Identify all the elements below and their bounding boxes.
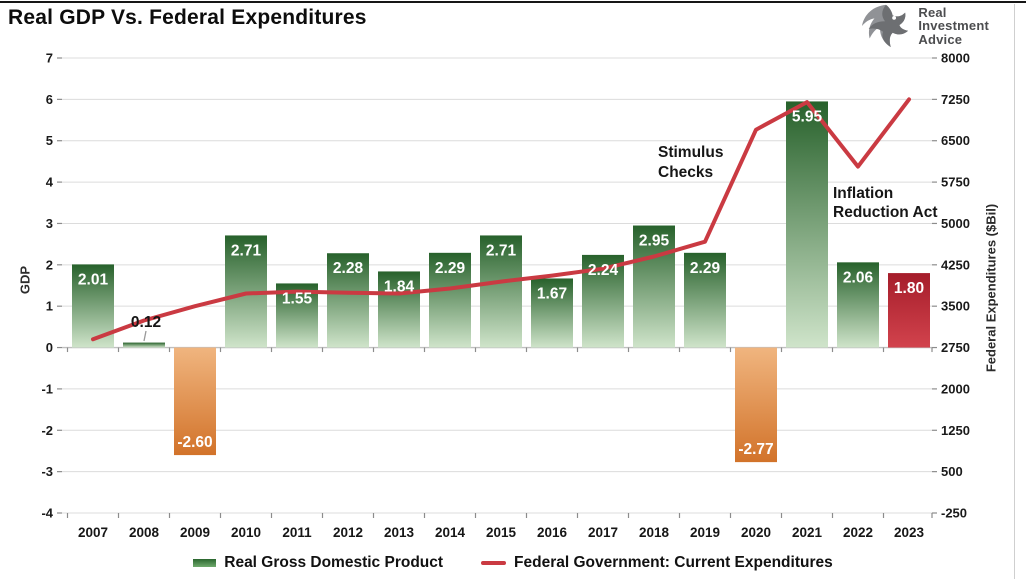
bar-2023 (888, 273, 930, 348)
right-tick-label: 1250 (941, 423, 970, 438)
year-label-2009: 2009 (180, 525, 210, 540)
left-tick-label-6: 6 (46, 92, 53, 107)
right-tick-label: -250 (941, 506, 967, 521)
annotation-line: Reduction Act (833, 204, 938, 221)
bar-label-2019: 2.29 (690, 260, 721, 277)
annotation-line: Inflation (833, 185, 894, 202)
left-axis-title: GDP (17, 265, 33, 295)
bar-2021 (786, 101, 828, 348)
annotation-stimulus-checks: Stimulus Checks (658, 143, 723, 183)
chart-legend: Real Gross Domestic Product Federal Gove… (0, 550, 1026, 576)
brand-name: Real Investment Advice (918, 6, 989, 47)
bar-label-2015: 2.71 (486, 242, 517, 259)
year-label-2012: 2012 (333, 525, 363, 540)
bar-label-2018: 2.95 (639, 233, 670, 250)
bar-label-2011: 1.55 (282, 290, 313, 307)
right-tick-label: 4250 (941, 257, 970, 272)
annotation-inflation-reduction-act: Inflation Reduction Act (833, 184, 937, 222)
label-leader-line (143, 330, 147, 342)
bar-2013 (378, 271, 420, 348)
left-tick-label-2: 2 (46, 257, 53, 272)
left-tick-label-0: 0 (46, 340, 53, 355)
right-tick-label: 2750 (941, 340, 970, 355)
right-border-rule (1014, 4, 1015, 579)
page-title: Real GDP Vs. Federal Expenditures (8, 6, 367, 29)
right-tick-label: 3500 (941, 299, 970, 314)
legend-label: Federal Government: Current Expenditures (514, 554, 833, 571)
bar-label-2016: 1.67 (537, 285, 567, 302)
left-tick-label--3: -3 (41, 464, 53, 479)
right-tick-label: 5000 (941, 216, 970, 231)
bar-label-2013: 1.84 (384, 278, 415, 295)
year-label-2019: 2019 (690, 525, 720, 540)
brand-line-1: Real (918, 4, 947, 20)
green-bar-swatch-icon (193, 559, 217, 567)
year-label-2014: 2014 (435, 525, 466, 540)
year-label-2022: 2022 (843, 525, 873, 540)
bar-label-2009: -2.60 (177, 434, 212, 451)
right-tick-label: 500 (941, 464, 963, 479)
legend-label: Real Gross Domestic Product (224, 554, 444, 571)
year-label-2015: 2015 (486, 525, 517, 540)
left-tick-label--2: -2 (41, 423, 53, 438)
year-label-2010: 2010 (231, 525, 261, 540)
bar-label-2014: 2.29 (435, 260, 466, 277)
bar-2018 (633, 225, 675, 348)
bar-2009 (174, 347, 216, 456)
year-label-2021: 2021 (792, 525, 823, 540)
left-tick-label--1: -1 (41, 381, 53, 396)
right-tick-label: 8000 (941, 51, 970, 66)
bar-label-2020: -2.77 (738, 441, 773, 458)
year-label-2011: 2011 (282, 525, 312, 540)
bar-label-2021: 5.95 (792, 108, 823, 125)
top-border-rule (0, 1, 1026, 3)
bar-label-2010: 2.71 (231, 242, 262, 259)
year-label-2020: 2020 (741, 525, 771, 540)
right-tick-label: 2000 (941, 381, 970, 396)
bar-label-2007: 2.01 (78, 271, 109, 288)
left-tick-label-4: 4 (46, 175, 54, 190)
year-label-2017: 2017 (588, 525, 618, 540)
year-label-2008: 2008 (129, 525, 160, 540)
left-tick-label-7: 7 (46, 51, 53, 66)
bar-label-2017: 2.24 (588, 262, 619, 279)
year-label-2016: 2016 (537, 525, 568, 540)
left-tick-label-3: 3 (46, 216, 53, 231)
bar-label-2008: 0.12 (131, 314, 161, 331)
red-line-swatch-icon (481, 561, 507, 565)
left-tick-label--4: -4 (41, 506, 53, 521)
year-label-2018: 2018 (639, 525, 670, 540)
brand-line-3: Advice (918, 31, 963, 47)
bar-2022 (837, 262, 879, 348)
bar-label-2023: 1.80 (894, 280, 924, 297)
bar-2008 (123, 342, 165, 348)
left-tick-label-1: 1 (46, 299, 53, 314)
year-label-2007: 2007 (78, 525, 108, 540)
annotation-line: Stimulus (658, 144, 724, 161)
bar-2020 (735, 347, 777, 463)
brand-line-2: Investment (918, 18, 989, 34)
right-tick-label: 5750 (941, 175, 970, 190)
expenditures-line (91, 97, 911, 342)
legend-item-gdp: Real Gross Domestic Product (193, 554, 443, 572)
bar-2015 (480, 235, 522, 348)
legend-item-expenditures: Federal Government: Current Expenditures (481, 554, 833, 572)
year-label-2013: 2013 (384, 525, 415, 540)
bar-2016 (531, 278, 573, 348)
bar-label-2012: 2.28 (333, 260, 364, 277)
annotation-line: Checks (658, 164, 714, 181)
right-axis-title: Federal Expenditures ($Bil) (983, 203, 999, 373)
eagle-logo-icon (862, 4, 909, 48)
left-tick-label-5: 5 (46, 133, 53, 148)
bar-label-2022: 2.06 (843, 269, 874, 286)
bar-2012 (327, 253, 369, 348)
bar-2014 (429, 252, 471, 348)
right-tick-label: 6500 (941, 133, 970, 148)
right-tick-label: 7250 (941, 92, 970, 107)
bar-2019 (684, 252, 726, 348)
brand-logo: Real Investment Advice (858, 3, 989, 49)
year-label-2023: 2023 (894, 525, 925, 540)
